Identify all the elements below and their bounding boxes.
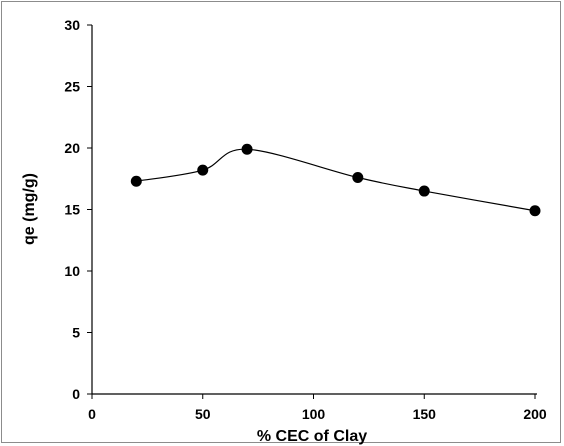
data-point (241, 143, 253, 155)
data-point (418, 185, 430, 197)
data-point (529, 205, 541, 217)
y-tick-label: 25 (64, 79, 80, 95)
y-tick-label: 20 (64, 140, 80, 156)
y-tick-label: 0 (72, 386, 80, 402)
data-point (197, 164, 209, 176)
y-axis-title: qe (mg/g) (21, 173, 38, 245)
x-tick-label: 100 (302, 406, 326, 422)
x-tick-label: 50 (195, 406, 211, 422)
series-line (136, 148, 536, 212)
data-point (352, 172, 364, 184)
y-tick-label: 30 (64, 17, 80, 33)
axes (91, 25, 537, 395)
x-axis-title: % CEC of Clay (257, 428, 367, 445)
y-tick-label: 10 (64, 263, 80, 279)
data-point (130, 175, 142, 187)
x-tick-label: 200 (523, 406, 547, 422)
x-tick-label: 150 (413, 406, 437, 422)
series (130, 143, 541, 217)
y-tick-label: 15 (64, 202, 80, 218)
ticks: 0 5 10 15 20 25 30 0 50 100 150 200 (64, 17, 546, 422)
y-tick-label: 5 (72, 325, 80, 341)
x-tick-label: 0 (88, 406, 96, 422)
